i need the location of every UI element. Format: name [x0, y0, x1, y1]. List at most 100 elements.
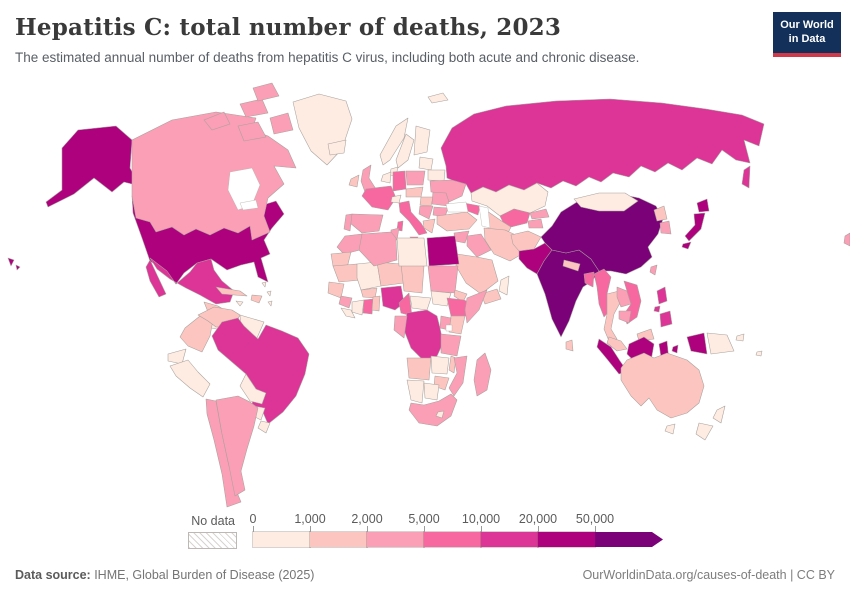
country-somalia[interactable] [464, 289, 488, 324]
country-lesser-antilles[interactable] [267, 300, 273, 307]
country-namibia[interactable] [406, 379, 425, 404]
country-ivory-coast[interactable] [351, 299, 365, 316]
country-guinea[interactable] [338, 295, 353, 309]
country-cambodia[interactable] [618, 310, 632, 324]
country-australia[interactable] [620, 352, 705, 419]
country-mexico[interactable] [149, 257, 235, 305]
country-kazakhstan[interactable] [470, 182, 549, 217]
country-canada[interactable] [237, 121, 267, 142]
country-united-states[interactable] [45, 125, 141, 208]
country-japan[interactable] [684, 212, 706, 242]
country-taiwan[interactable] [649, 264, 658, 276]
country-hispaniola[interactable] [250, 294, 263, 304]
country-laos[interactable] [616, 286, 632, 308]
owid-link[interactable]: OurWorldinData.org/causes-of-death | CC … [582, 568, 835, 582]
country-greenland[interactable] [292, 93, 353, 166]
country-uruguay[interactable] [257, 420, 271, 434]
country-philippines[interactable] [659, 310, 673, 328]
country-baltic-states[interactable] [418, 156, 434, 171]
country-lesser-antilles[interactable] [261, 281, 267, 288]
country-canada[interactable] [203, 111, 231, 131]
country-canada[interactable] [239, 98, 269, 118]
country-morocco[interactable] [336, 233, 363, 255]
country-central-african-republic[interactable] [409, 295, 432, 311]
country-iraq[interactable] [466, 233, 492, 258]
country-balkans[interactable] [418, 205, 434, 220]
country-svalbard[interactable] [427, 92, 449, 104]
legend-bin-2,000-5,000[interactable] [366, 531, 425, 548]
legend-bin-20,000-50,000[interactable] [537, 531, 596, 548]
country-benelux[interactable] [380, 171, 392, 184]
country-cuba[interactable] [215, 286, 248, 297]
legend-bin-10,000-20,000[interactable] [480, 531, 539, 548]
country-bolivia[interactable] [239, 373, 267, 405]
country-sudan[interactable] [427, 265, 459, 294]
country-tanzania[interactable] [440, 333, 462, 357]
country-madagascar[interactable] [473, 352, 492, 397]
country-oman[interactable] [498, 275, 510, 296]
country-russia[interactable] [741, 165, 751, 189]
country-libya[interactable] [396, 237, 428, 267]
country-malaysia[interactable] [606, 336, 628, 352]
country-bangladesh[interactable] [583, 271, 595, 288]
country-mozambique[interactable] [448, 355, 468, 397]
country-south-africa[interactable] [408, 393, 458, 427]
country-papua-new-guinea[interactable] [735, 333, 745, 342]
country-angola[interactable] [406, 357, 432, 381]
country-botswana[interactable] [423, 382, 440, 401]
legend-bin-0-1,000[interactable] [252, 531, 311, 548]
country-greece[interactable] [422, 218, 436, 234]
country-sweden[interactable] [395, 133, 415, 169]
country-senegal[interactable] [327, 281, 345, 299]
country-philippines[interactable] [656, 286, 668, 305]
country-north-korea[interactable] [653, 205, 668, 222]
country-italy[interactable] [398, 200, 428, 236]
country-iceland[interactable] [327, 139, 347, 156]
legend-bin-1,000-2,000[interactable] [309, 531, 368, 548]
country-japan[interactable] [681, 241, 692, 250]
country-united-states[interactable] [7, 257, 15, 267]
country-papua-new-guinea[interactable] [706, 332, 735, 355]
country-germany[interactable] [392, 170, 407, 192]
country-kyrgyzstan[interactable] [529, 208, 550, 220]
country-mexico[interactable] [145, 259, 167, 298]
no-data-swatch[interactable] [188, 532, 237, 549]
country-portugal[interactable] [343, 213, 353, 232]
country-egypt[interactable] [426, 235, 460, 267]
country-ireland[interactable] [348, 174, 360, 188]
data-source[interactable]: Data source: IHME, Global Burden of Dise… [15, 568, 314, 582]
country-new-zealand[interactable] [695, 422, 714, 441]
country-lesser-antilles[interactable] [266, 290, 272, 297]
country-zambia[interactable] [430, 355, 450, 375]
country-saudi-arabia[interactable] [455, 253, 499, 295]
country-united-states[interactable] [15, 264, 21, 271]
country-mali[interactable] [356, 261, 382, 291]
country-hungary[interactable] [419, 196, 434, 207]
country-argentina[interactable] [215, 395, 259, 497]
country-belarus[interactable] [427, 169, 446, 182]
country-togo-benin[interactable] [371, 295, 381, 312]
country-canada[interactable] [269, 112, 294, 135]
country-jamaica[interactable] [235, 300, 244, 307]
country-indonesia[interactable] [686, 332, 708, 355]
country-finland[interactable] [413, 125, 431, 156]
country-mongolia[interactable] [573, 192, 639, 212]
country-fiji[interactable] [755, 350, 763, 357]
country-indonesia[interactable] [671, 344, 679, 354]
country-nepal[interactable] [562, 259, 581, 272]
country-pacific-sliver[interactable] [843, 232, 850, 247]
country-tajikistan[interactable] [527, 218, 544, 229]
country-algeria[interactable] [358, 231, 398, 267]
legend-bin-5,000-10,000[interactable] [423, 531, 482, 548]
country-lesotho[interactable] [435, 410, 445, 419]
country-new-zealand[interactable] [664, 423, 676, 435]
country-sierra-leone-liberia[interactable] [340, 307, 356, 319]
country-new-zealand[interactable] [712, 405, 726, 424]
country-ghana[interactable] [362, 298, 374, 315]
country-sri-lanka[interactable] [565, 339, 574, 352]
country-drc[interactable] [403, 309, 444, 361]
country-philippines[interactable] [653, 305, 661, 313]
country-japan[interactable] [696, 198, 710, 213]
country-austria-czechia[interactable] [405, 186, 424, 198]
country-peru[interactable] [169, 359, 211, 398]
